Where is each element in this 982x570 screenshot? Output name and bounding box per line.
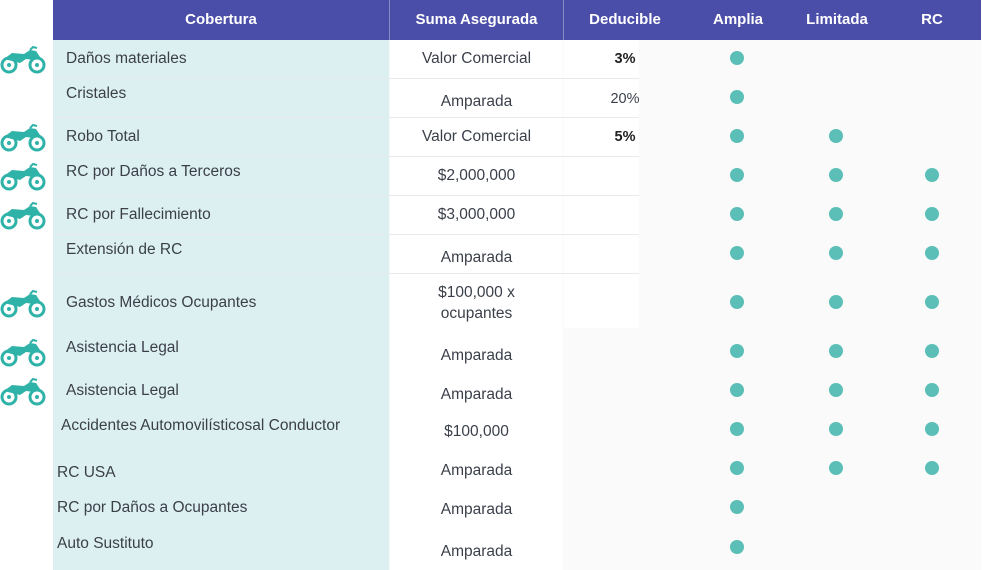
row-divider [53,117,639,118]
sum-insured: Valor Comercial [421,127,532,145]
table-row: Daños materiales Valor Comercial 3% [53,40,981,79]
deductible: 20% [610,90,640,107]
included-rc-dot [925,206,939,221]
motorcycle-icon [0,289,46,319]
coverage-name: Extensión de RC [66,240,183,258]
motorcycle-icon [0,201,46,231]
deductible: 5% [614,128,636,145]
included-rc-dot [925,245,939,260]
coverage-table: Cobertura Suma Asegurada Deducible Ampli… [53,0,981,570]
sum-insured: Amparada [440,346,513,364]
table-header: Cobertura Suma Asegurada Deducible Ampli… [53,0,981,40]
table-row: RC por Fallecimiento $3,000,000 [53,196,981,235]
included-rc-dot [925,294,939,309]
header-limitada: Limitada [806,11,868,28]
included-amplia-dot [730,167,744,182]
coverage-name: Gastos Médicos Ocupantes [66,293,257,311]
sum-insured: Amparada [440,92,513,110]
header-rc: RC [921,11,943,28]
coverage-name: RC por Daños a Terceros [66,162,241,180]
table-row: Gastos Médicos Ocupantes $100,000 x ocupan… [53,274,981,333]
coverage-name: Daños materiales [66,49,187,67]
coverage-name: Auto Sustituto [57,535,154,552]
row-divider [53,195,639,196]
table-row: Accidentes Automovilísticosal Conductor $… [53,411,981,450]
sum-insured: Amparada [440,385,513,403]
coverage-name: RC por Fallecimiento [66,205,211,223]
table-row: RC por Daños a Terceros $2,000,000 [53,157,981,196]
included-amplia-dot [730,89,744,104]
sum-insured: Amparada [440,500,513,518]
coverage-name: Asistencia Legal [66,338,179,356]
included-amplia-dot [730,128,744,143]
sum-insured: Amparada [440,543,513,560]
included-limitada-dot [829,382,843,397]
header-amplia: Amplia [712,11,763,28]
included-amplia-dot [730,540,744,554]
header-deducible: Deducible [589,11,661,28]
row-divider [53,78,639,79]
table-row: Asistencia Legal Amparada [53,372,981,411]
coverage-name: Accidentes Automovilísticosal Conductor [61,416,341,434]
table-row: Robo Total Valor Comercial 5% [53,118,981,157]
included-rc-dot [925,167,939,182]
sum-insured: Amparada [440,461,513,479]
table-row: RC por Daños a Ocupantes Amparada [53,489,981,528]
motorcycle-icon [0,45,46,75]
sum-insured: $3,000,000 [437,205,516,223]
deductible-column-bg [564,40,639,328]
included-amplia-dot [730,206,744,221]
included-rc-dot [925,343,939,358]
header-cobertura: Cobertura [185,11,257,28]
table-row: Extensión de RC Amparada [53,235,981,274]
sum-insured-line1: $100,000 x [438,284,515,301]
included-limitada-dot [829,206,843,221]
sum-insured: $2,000,000 [437,166,516,184]
coverage-name: Cristales [66,84,127,102]
included-limitada-dot [829,294,843,309]
included-amplia-dot [730,460,744,475]
included-amplia-dot [730,421,744,436]
header-suma-asegurada: Suma Asegurada [415,11,538,28]
row-divider [53,156,639,157]
included-limitada-dot [829,245,843,260]
table-row: Cristales Amparada 20% [53,79,981,118]
included-rc-dot [925,382,939,397]
coverage-name: Robo Total [66,127,140,145]
included-amplia-dot [730,294,744,309]
table-row: Auto Sustituto Amparada [53,528,981,570]
coverage-name: RC USA [57,463,116,481]
included-limitada-dot [829,128,843,143]
included-rc-dot [925,460,939,475]
sum-insured: Amparada [440,248,513,266]
included-amplia-dot [730,382,744,397]
sum-column-bg [390,40,563,570]
table-row: Asistencia Legal Amparada [53,333,981,372]
table-row: RC USA Amparada [53,450,981,489]
included-amplia-dot [730,343,744,358]
included-amplia-dot [730,499,744,514]
sum-insured-line2: ocupantes [440,305,513,322]
motorcycle-icon [0,123,46,153]
coverage-name: Asistencia Legal [66,381,179,399]
sum-insured: Valor Comercial [421,49,532,67]
motorcycle-icon [0,377,46,407]
included-limitada-dot [829,343,843,358]
coverage-column-bg [53,40,389,570]
included-limitada-dot [829,167,843,182]
sum-insured: $100,000 [444,422,509,440]
coverage-name: RC por Daños a Ocupantes [57,498,248,516]
row-divider [53,273,639,274]
row-divider [53,234,639,235]
included-limitada-dot [829,421,843,436]
motorcycle-icon [0,162,46,192]
included-amplia-dot [730,50,744,65]
included-amplia-dot [730,245,744,260]
motorcycle-icon [0,338,46,368]
deductible: 3% [614,50,636,67]
included-limitada-dot [829,460,843,475]
included-rc-dot [925,421,939,436]
